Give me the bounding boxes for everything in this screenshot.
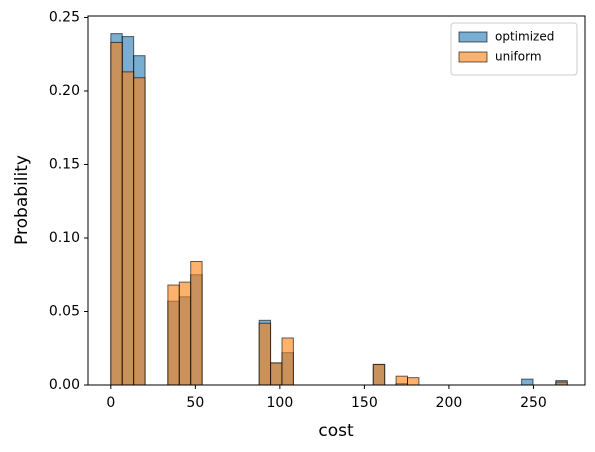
bar: [281, 337, 294, 386]
bar: [178, 281, 192, 386]
x-tick-label: 100: [267, 395, 294, 411]
bar: [121, 71, 135, 386]
bar: [270, 362, 283, 386]
x-tick-label: 50: [186, 395, 204, 411]
bar: [133, 77, 146, 386]
bar: [407, 377, 420, 386]
bar: [395, 375, 409, 386]
legend-label: optimized: [495, 30, 554, 44]
legend-swatch: [458, 51, 488, 63]
y-tick-label: 0.05: [49, 303, 80, 319]
legend-label: uniform: [495, 50, 542, 64]
bar: [190, 261, 203, 386]
bar: [258, 322, 272, 386]
x-tick-label: 200: [436, 395, 463, 411]
y-tick-label: 0.00: [49, 377, 80, 393]
bar: [521, 378, 534, 386]
y-tick-label: 0.10: [49, 230, 80, 246]
bar: [110, 41, 123, 386]
x-axis-label: cost: [318, 421, 354, 441]
x-tick-label: 150: [351, 395, 378, 411]
legend-swatch: [458, 31, 488, 43]
y-tick-label: 0.20: [49, 83, 80, 99]
plot-frame: [87, 15, 586, 386]
y-tick-label: 0.15: [49, 156, 80, 172]
x-tick-label: 0: [106, 395, 115, 411]
y-axis-label: Probability: [12, 155, 32, 245]
bar: [167, 284, 180, 386]
y-tick-label: 0.25: [49, 9, 80, 25]
bar: [372, 363, 386, 386]
x-tick-label: 250: [520, 395, 547, 411]
